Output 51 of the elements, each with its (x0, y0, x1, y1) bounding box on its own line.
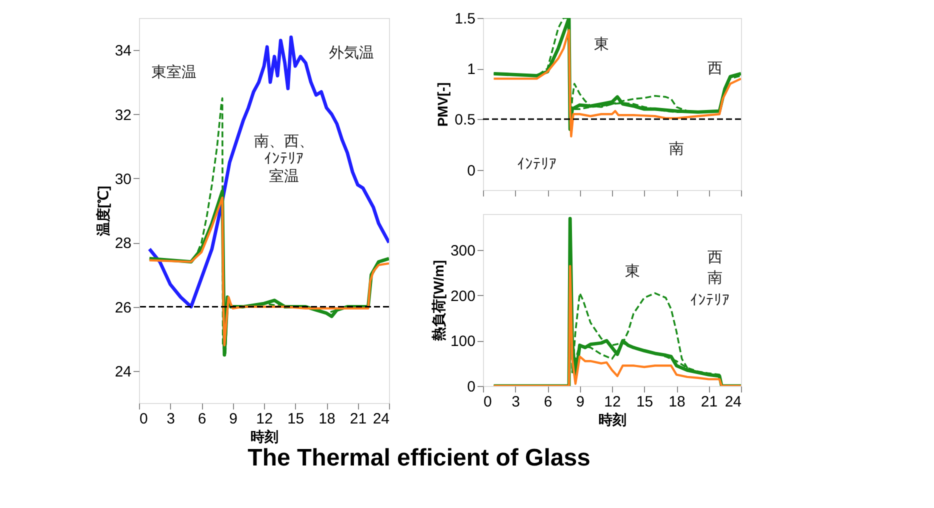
y-tick-label: 24 (114, 363, 132, 380)
x-tick-label: 3 (166, 410, 175, 428)
x-tick-label: 0 (140, 410, 148, 428)
x-tick-label: 3 (512, 394, 520, 410)
y-axis-title: PMV[-] (434, 82, 451, 127)
y-tick-label: 26 (114, 299, 132, 316)
annotation: ｲﾝﾃﾘｱ (690, 291, 730, 309)
annotation: 東室温 (152, 62, 196, 81)
annotation: 東 (594, 34, 610, 53)
annotation: 東 (625, 262, 640, 280)
y-tick-label: 0 (467, 378, 476, 396)
y-tick-label: 30 (114, 170, 132, 188)
y-tick-label: 200 (450, 288, 476, 305)
x-axis-title: 時刻 (598, 412, 626, 428)
x-tick-label: 6 (544, 394, 552, 410)
x-tick-label: 21 (350, 410, 367, 428)
x-tick-label: 12 (604, 394, 621, 410)
x-tick-label: 24 (724, 394, 742, 410)
x-tick-label: 24 (372, 410, 390, 428)
annotation: ｲﾝﾃﾘｱ (264, 150, 304, 168)
x-tick-label: 21 (700, 394, 718, 410)
y-tick-label: 32 (114, 106, 132, 124)
annotation: 室温 (269, 166, 299, 185)
y-tick-label: 100 (450, 333, 476, 350)
x-axis-title: 時刻 (250, 428, 278, 444)
annotation: 南 (708, 268, 723, 287)
x-tick-label: 9 (576, 394, 584, 410)
annotation: ｲﾝﾃﾘｱ (517, 155, 558, 174)
y-axis-title: 温度[℃] (94, 186, 111, 238)
y-tick-label: 0 (467, 162, 476, 180)
x-tick-label: 15 (287, 410, 304, 428)
x-tick-label: 18 (318, 410, 336, 428)
annotation: 西 (708, 58, 723, 77)
text: The Thermal efficient of Glass (248, 444, 590, 472)
annotation: 外気温 (329, 44, 374, 62)
y-tick-label: 34 (114, 42, 132, 60)
y-tick-label: 1.5 (454, 10, 476, 28)
y-axis-title: 熱負荷[W/m] (430, 260, 446, 342)
x-tick-label: 18 (668, 394, 686, 410)
x-tick-label: 15 (636, 394, 654, 410)
x-tick-label: 0 (484, 394, 492, 410)
y-tick-label: 0.5 (454, 112, 476, 129)
annotation: 西 (708, 248, 723, 266)
x-tick-label: 12 (256, 410, 273, 428)
x-tick-label: 9 (229, 410, 238, 428)
y-tick-label: 300 (450, 242, 476, 260)
y-tick-label: 1 (467, 61, 476, 78)
annotation: 南、西、 (254, 132, 314, 150)
annotation: 南 (669, 140, 684, 158)
y-tick-label: 28 (114, 235, 132, 252)
x-tick-label: 6 (198, 410, 206, 428)
